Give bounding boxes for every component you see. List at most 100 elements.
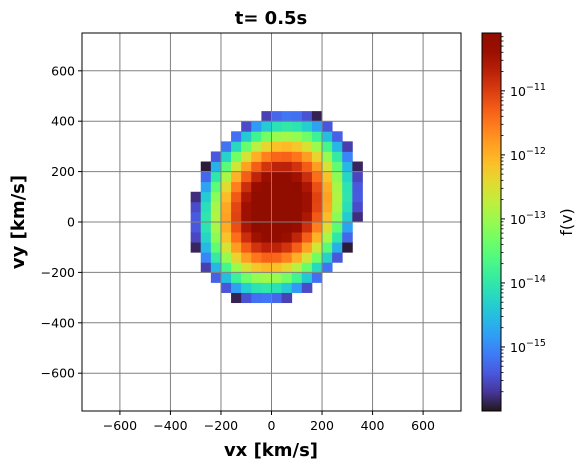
heatmap-cell [301, 151, 313, 162]
heatmap-cell [231, 282, 242, 293]
heatmap-cell [322, 171, 333, 183]
heatmap-cell [352, 211, 363, 223]
heatmap-cell [220, 222, 232, 233]
heatmap-cell [210, 161, 222, 172]
heatmap-cell [281, 141, 293, 152]
heatmap-cell [251, 282, 262, 293]
heatmap-cell [261, 272, 272, 283]
heatmap-cell [241, 181, 252, 193]
heatmap-cell [261, 201, 272, 213]
heatmap-cell [241, 222, 252, 233]
heatmap-cell [261, 292, 272, 304]
heatmap-cell [301, 222, 313, 233]
heatmap-cell [220, 272, 232, 283]
heatmap-cell [231, 252, 242, 263]
x-tick-label: −400 [153, 418, 187, 433]
heatmap-cell [311, 121, 323, 132]
heatmap-cell [190, 191, 202, 203]
heatmap-cell [200, 191, 212, 203]
heatmap-cell [322, 222, 333, 233]
heatmap-cell [311, 181, 323, 193]
heatmap-cell [261, 171, 272, 183]
heatmap-cell [271, 171, 283, 183]
heatmap-cell [210, 191, 222, 203]
heatmap-cell [352, 191, 363, 203]
heatmap-cell [261, 121, 272, 132]
heatmap-cell [271, 252, 283, 263]
heatmap-cell [301, 171, 313, 183]
heatmap-cell [332, 252, 343, 263]
heatmap-cell [281, 151, 293, 162]
heatmap-cell [261, 211, 272, 223]
heatmap-cell [291, 171, 303, 183]
heatmap-cell [281, 272, 293, 283]
heatmap-cell [220, 181, 232, 193]
chart-title: t= 0.5s [235, 8, 308, 29]
x-tick-label: −200 [204, 418, 238, 433]
heatmap-cell [210, 252, 222, 263]
heatmap-cell [291, 211, 303, 223]
heatmap-cell [271, 201, 283, 213]
heatmap-cell [200, 181, 212, 193]
heatmap-cell [301, 211, 313, 223]
heatmap-cell [200, 201, 212, 213]
heatmap-cell [322, 242, 333, 253]
heatmap-cell [220, 232, 232, 243]
heatmap-cell [322, 201, 333, 213]
heatmap-cell [322, 131, 333, 142]
heatmap-cell [352, 161, 363, 172]
heatmap-cell [342, 222, 353, 233]
heatmap-cell [342, 211, 353, 223]
heatmap-cell [301, 141, 313, 152]
y-tick-label: −200 [41, 265, 75, 280]
heatmap-cell [311, 131, 323, 142]
x-tick-label: 0 [268, 418, 276, 433]
heatmap-cell [322, 151, 333, 162]
heatmap-cell [281, 121, 293, 132]
heatmap-cell [301, 201, 313, 213]
heatmap-cell [251, 201, 262, 213]
heatmap-cell [301, 121, 313, 132]
heatmap-cell [190, 222, 202, 233]
heatmap-cell [190, 242, 202, 253]
heatmap-cell [271, 121, 283, 132]
y-axis-ticks: −600 −400 −200 0 200 400 600 [41, 63, 82, 381]
heatmap-cell [220, 161, 232, 172]
heatmap-cell [311, 201, 323, 213]
heatmap-cell [281, 292, 293, 304]
heatmap-cell [271, 282, 283, 293]
heatmap-cell [241, 131, 252, 142]
heatmap-cell [220, 191, 232, 203]
heatmap-cell [291, 222, 303, 233]
heatmap-cell [231, 131, 242, 142]
heatmap-cell [251, 171, 262, 183]
heatmap-cell [281, 181, 293, 193]
heatmap-cell [210, 222, 222, 233]
heatmap-cell [220, 141, 232, 152]
heatmap-cell [342, 181, 353, 193]
heatmap-cell [301, 232, 313, 243]
heatmap-cell [200, 242, 212, 253]
heatmap-cell [311, 252, 323, 263]
heatmap-cell [200, 232, 212, 243]
heatmap-cell [251, 262, 262, 273]
heatmap-cell [311, 272, 323, 283]
heatmap-cell [231, 181, 242, 193]
heatmap-cell [231, 201, 242, 213]
heatmap-cell [241, 292, 252, 304]
heatmap-cell [220, 252, 232, 263]
heatmap-cell [241, 141, 252, 152]
heatmap-cell [352, 201, 363, 213]
heatmap-cell [251, 121, 262, 132]
y-tick-label: 400 [51, 114, 75, 129]
heatmap-cell [241, 161, 252, 172]
heatmap-cell [241, 151, 252, 162]
heatmap-cell [301, 272, 313, 283]
heatmap-cell [342, 191, 353, 203]
heatmap-cell [281, 282, 293, 293]
heatmap-cell [220, 171, 232, 183]
heatmap-cell [261, 141, 272, 152]
heatmap-cell [271, 151, 283, 162]
heatmap-cell [200, 171, 212, 183]
heatmap-cell [271, 292, 283, 304]
